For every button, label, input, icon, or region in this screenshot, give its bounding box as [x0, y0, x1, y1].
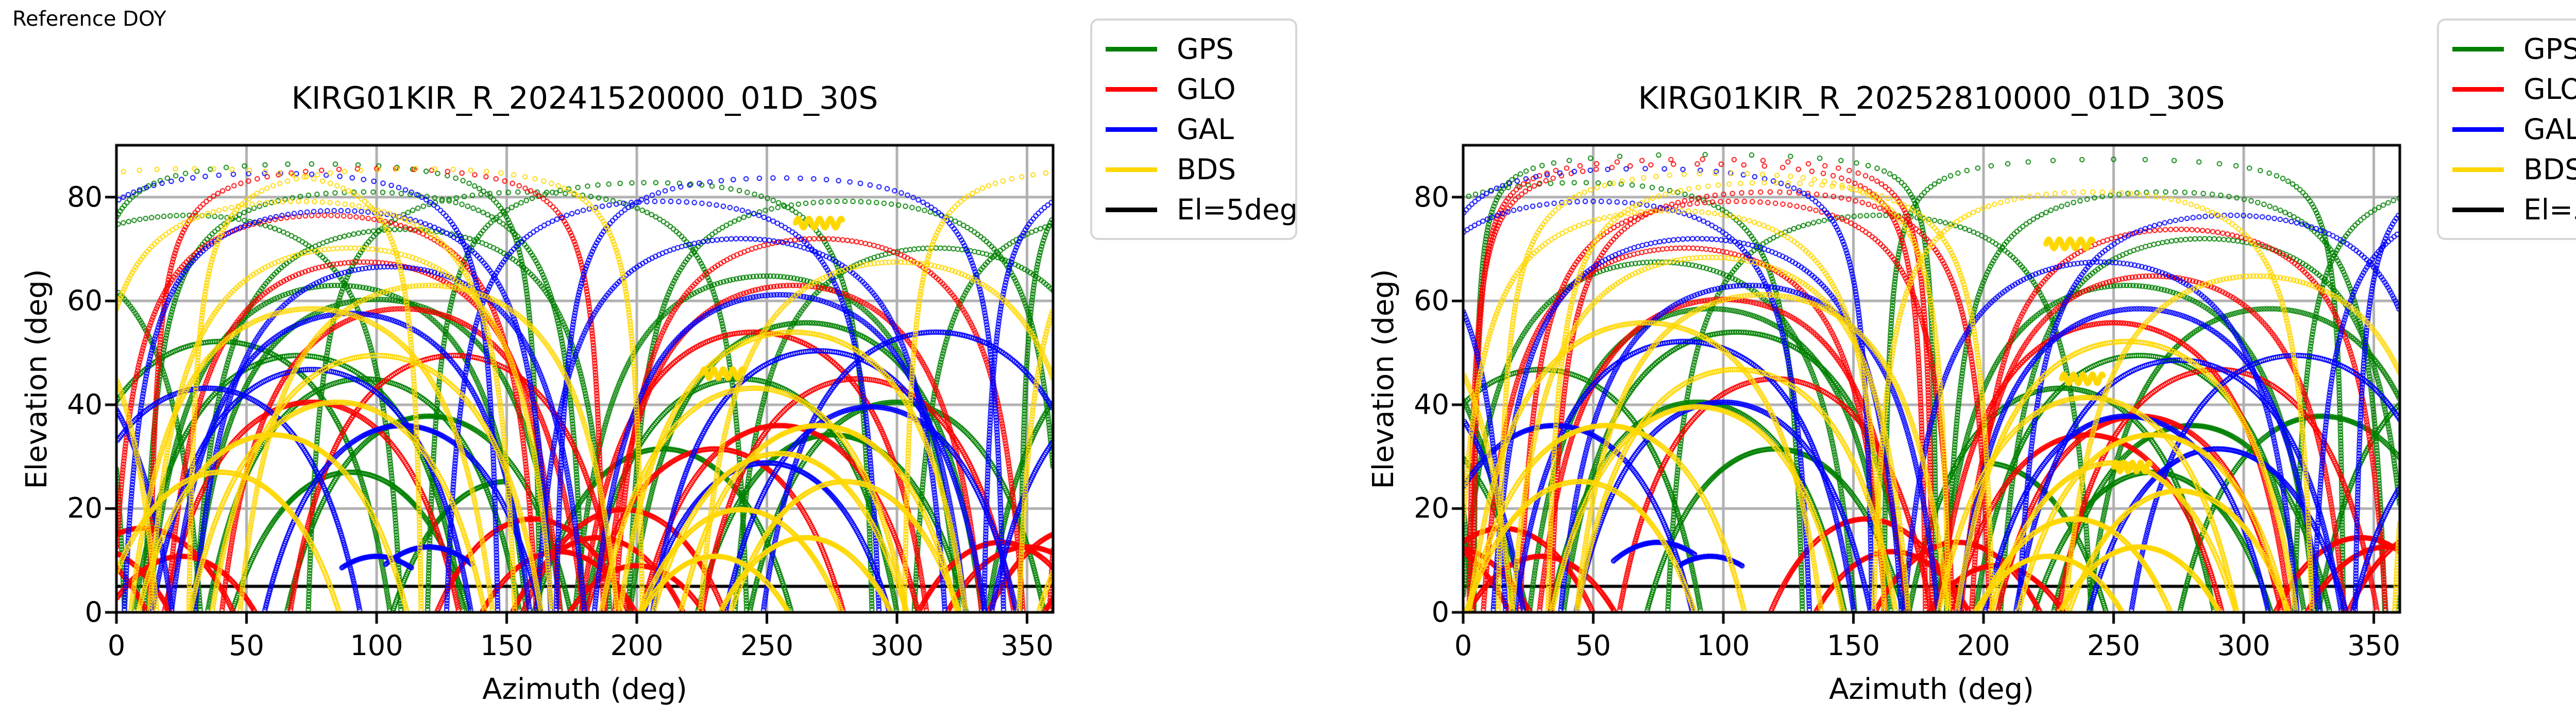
legend-entry: GPS [2452, 29, 2576, 69]
x-tick-label: 100 [1697, 629, 1750, 662]
legend-label: El=5deg [2523, 193, 2576, 226]
skyplot-canvas-left [84, 135, 1085, 650]
legend-entry: El=5deg [1106, 190, 1298, 230]
legend-line-glo-icon [1106, 87, 1157, 92]
y-tick-label: 0 [84, 596, 103, 628]
legend-label: GAL [1177, 113, 1234, 146]
legend-label: BDS [2523, 153, 2576, 186]
y-axis-label-left: Elevation (deg) [20, 268, 54, 489]
x-axis-label-right: Azimuth (deg) [1829, 673, 2034, 706]
x-tick-label: 200 [1957, 629, 2010, 662]
x-tick-label: 0 [1454, 629, 1472, 662]
x-tick-label: 150 [1826, 629, 1880, 662]
legend-line-el-5deg-icon [1106, 207, 1157, 212]
y-tick-label: 0 [1431, 596, 1449, 628]
legend-entry: GPS [1106, 29, 1295, 69]
legend-label: GLO [1177, 73, 1236, 106]
y-tick-label: 40 [67, 388, 103, 421]
y-tick-label: 80 [67, 180, 103, 213]
legend-entry: El=5deg [2452, 190, 2576, 230]
skyplot-canvas-right [1431, 135, 2432, 650]
x-axis-label-left: Azimuth (deg) [482, 673, 687, 706]
legend-entry: GAL [1106, 109, 1295, 149]
legend-entry: BDS [2452, 149, 2576, 190]
x-tick-label: 300 [2217, 629, 2270, 662]
legend-line-glo-icon [2452, 87, 2504, 92]
y-tick-label: 80 [1414, 180, 1449, 213]
y-tick-label: 60 [1414, 284, 1449, 317]
x-tick-label: 100 [350, 629, 403, 662]
legend-entry: GLO [2452, 69, 2576, 109]
x-tick-label: 150 [480, 629, 534, 662]
legend-line-gal-icon [2452, 127, 2504, 132]
x-tick-label: 250 [740, 629, 794, 662]
legend-label: GPS [2523, 32, 2576, 65]
legend-entry: BDS [1106, 149, 1295, 190]
x-tick-label: 50 [1575, 629, 1611, 662]
y-tick-label: 40 [1414, 388, 1449, 421]
legend-label: GPS [1177, 32, 1234, 65]
legend-label: El=5deg [1177, 193, 1298, 226]
x-tick-label: 200 [610, 629, 664, 662]
legend-label: GLO [2523, 73, 2576, 106]
legend-left: GPS GLO GAL BDS El=5deg [1090, 19, 1298, 240]
y-axis-label-right: Elevation (deg) [1367, 268, 1400, 489]
legend-right: GPS GLO GAL BDS El=5deg [2437, 19, 2576, 240]
legend-entry: GAL [2452, 109, 2576, 149]
legend-label: BDS [1177, 153, 1236, 186]
legend-line-gps-icon [2452, 46, 2504, 52]
x-tick-label: 250 [2087, 629, 2141, 662]
legend-label: GAL [2523, 113, 2576, 146]
x-tick-label: 300 [870, 629, 924, 662]
legend-line-bds-icon [2452, 167, 2504, 172]
x-tick-label: 0 [107, 629, 126, 662]
legend-line-el-5deg-icon [2452, 207, 2504, 212]
reference-doy-label: Reference DOY [12, 7, 166, 31]
legend-line-gps-icon [1106, 46, 1157, 52]
x-tick-label: 50 [229, 629, 264, 662]
legend-entry: GLO [1106, 69, 1295, 109]
x-tick-label: 350 [1000, 629, 1054, 662]
x-tick-label: 350 [2347, 629, 2401, 662]
y-tick-label: 20 [1414, 492, 1449, 525]
y-tick-label: 20 [67, 492, 103, 525]
plot-title-right: KIRG01KIR_R_20252810000_01D_30S [1638, 80, 2225, 116]
plot-title-left: KIRG01KIR_R_20241520000_01D_30S [291, 80, 878, 116]
y-tick-label: 60 [67, 284, 103, 317]
legend-line-gal-icon [1106, 127, 1157, 132]
legend-line-bds-icon [1106, 167, 1157, 172]
